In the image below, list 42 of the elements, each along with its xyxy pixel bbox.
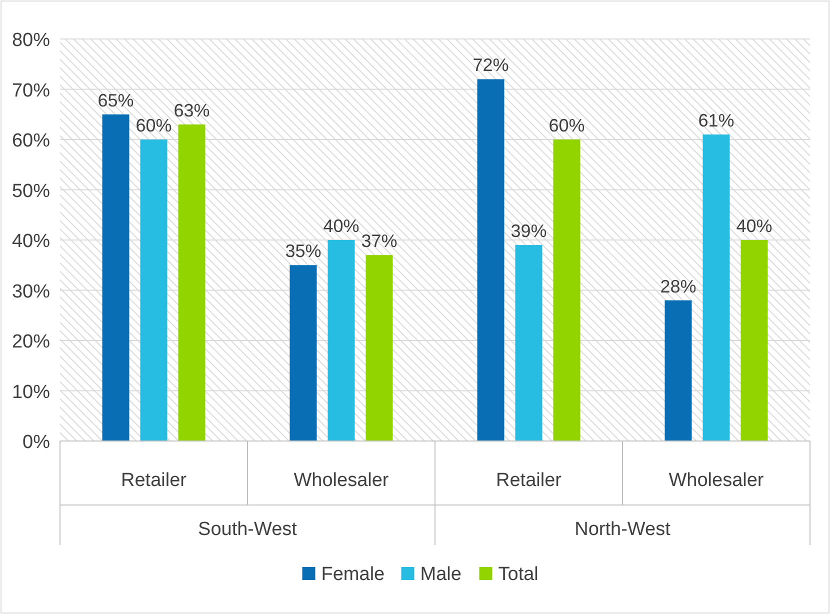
bar xyxy=(328,240,355,441)
y-tick-label: 70% xyxy=(12,80,50,102)
y-tick-label: 10% xyxy=(12,382,50,403)
y-tick-label: 60% xyxy=(12,130,50,152)
x-tick-label: Retailer xyxy=(121,470,188,491)
bar xyxy=(178,124,206,441)
bar xyxy=(702,134,730,441)
x-tick-label: Wholesaler xyxy=(668,470,764,491)
y-tick-label: 40% xyxy=(12,231,50,252)
bar xyxy=(740,240,768,441)
bar xyxy=(140,140,168,441)
data-label: 60% xyxy=(548,116,585,136)
y-tick-label: 0% xyxy=(22,432,50,453)
bar xyxy=(553,140,580,441)
y-tick-label: 80% xyxy=(12,30,50,51)
x-tick-label: Wholesaler xyxy=(294,470,390,491)
data-label: 28% xyxy=(660,276,696,296)
legend-label: Female xyxy=(321,564,385,585)
y-tick-label: 50% xyxy=(12,180,50,202)
data-label: 72% xyxy=(472,55,509,76)
y-tick-label: 20% xyxy=(12,332,50,352)
x-tick-label: Retailer xyxy=(496,470,562,491)
data-label: 40% xyxy=(323,216,360,236)
bar xyxy=(290,265,317,441)
data-label: 35% xyxy=(285,241,322,262)
text: South-West xyxy=(198,519,298,540)
data-label: 61% xyxy=(698,110,734,130)
data-label: 39% xyxy=(510,221,547,242)
bar xyxy=(477,79,504,441)
data-label: 65% xyxy=(98,90,134,110)
text: North-West xyxy=(574,519,672,540)
bar xyxy=(664,300,692,441)
legend-label: Total xyxy=(498,564,538,585)
bar xyxy=(102,114,130,441)
bar xyxy=(515,245,542,441)
bar xyxy=(366,255,393,441)
y-tick-label: 30% xyxy=(12,281,50,302)
data-label: 60% xyxy=(136,116,172,136)
legend-label: Male xyxy=(420,564,462,585)
data-label: 40% xyxy=(736,216,772,236)
data-label: 63% xyxy=(174,100,210,120)
data-label: 37% xyxy=(361,231,398,252)
